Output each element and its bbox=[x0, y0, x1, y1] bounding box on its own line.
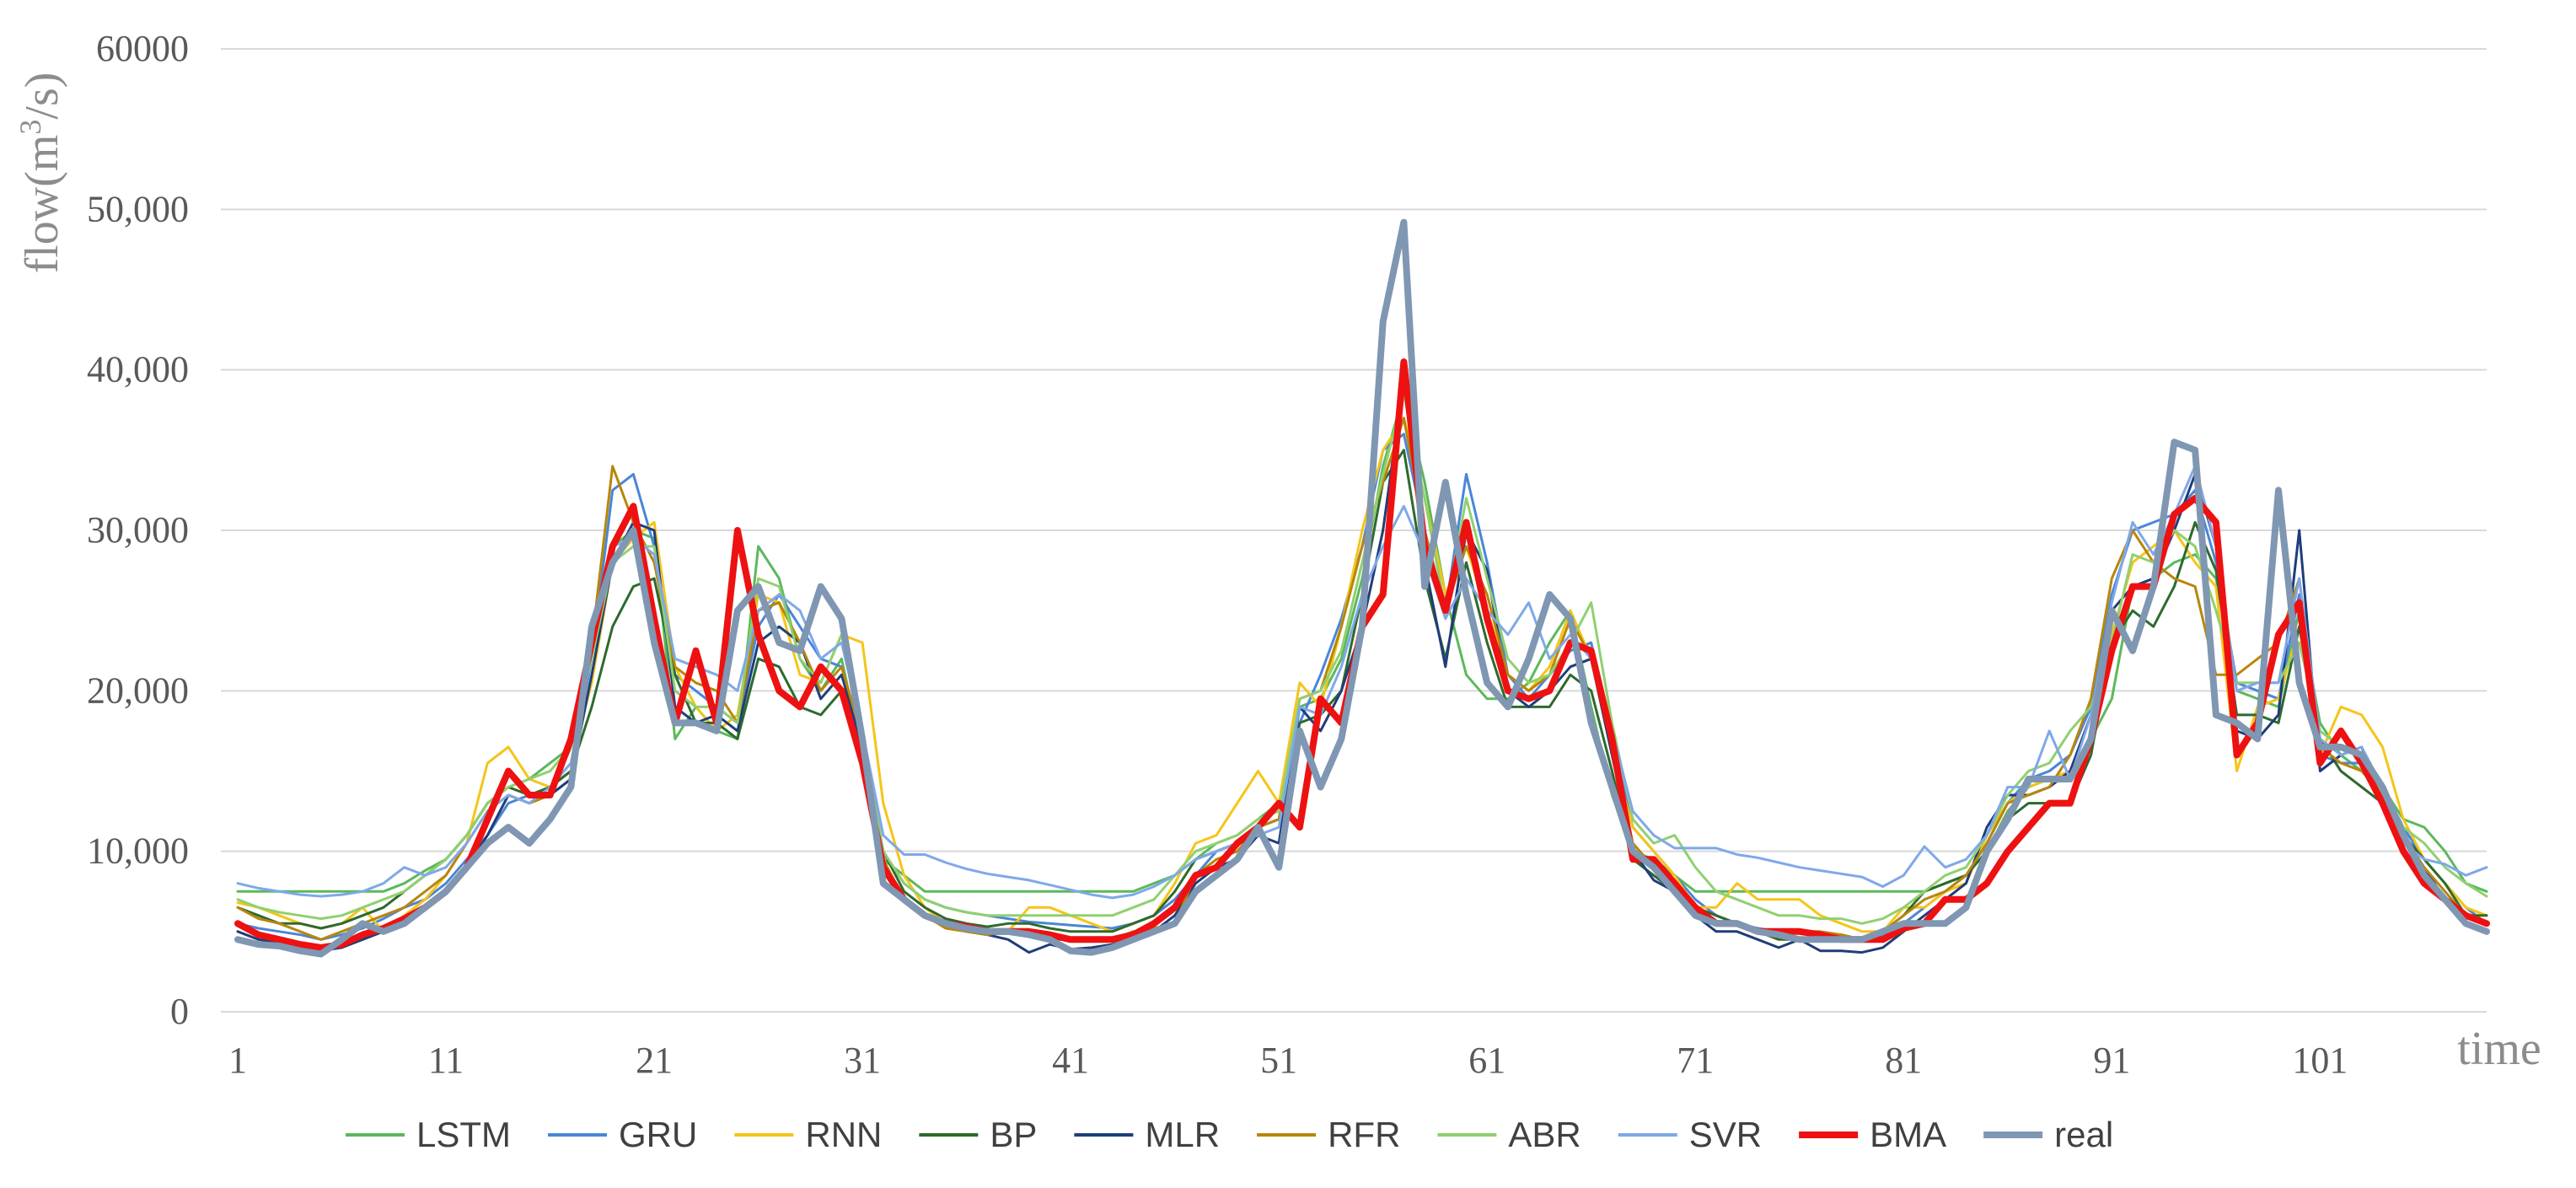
legend: LSTM GRU RNN BP MLR RFR ABR SVR BMA real bbox=[346, 1115, 2113, 1154]
legend-item-real: real bbox=[1983, 1115, 2113, 1154]
legend-label: BP bbox=[990, 1115, 1037, 1154]
series-line-real bbox=[234, 218, 2490, 958]
legend-label: MLR bbox=[1145, 1115, 1220, 1154]
x-axis-title: time bbox=[2457, 1023, 2541, 1075]
x-tick-label: 61 bbox=[1468, 1040, 1505, 1081]
legend-label: GRU bbox=[619, 1115, 697, 1154]
x-tick-label: 71 bbox=[1677, 1040, 1714, 1081]
legend-label: LSTM bbox=[416, 1115, 511, 1154]
x-tick-label: 31 bbox=[844, 1040, 881, 1081]
x-tick-label: 21 bbox=[636, 1040, 673, 1081]
legend-item-lstm: LSTM bbox=[346, 1115, 511, 1154]
series-line-bma bbox=[234, 358, 2490, 951]
x-axis-ticks: 1 11 21 31 41 51 61 71 81 91 101 bbox=[228, 1040, 2348, 1081]
legend-item-bma: BMA bbox=[1799, 1115, 1946, 1154]
y-axis-title: flow(m3/s) bbox=[13, 73, 68, 274]
x-tick-label: 81 bbox=[1885, 1040, 1922, 1081]
legend-item-rfr: RFR bbox=[1257, 1115, 1400, 1154]
legend-label: SVR bbox=[1689, 1115, 1762, 1154]
legend-item-mlr: MLR bbox=[1074, 1115, 1220, 1154]
legend-label: RNN bbox=[805, 1115, 882, 1154]
legend-item-svr: SVR bbox=[1618, 1115, 1762, 1154]
y-tick-label: 50,000 bbox=[87, 188, 189, 229]
legend-label: real bbox=[2054, 1115, 2113, 1154]
y-tick-label: 10,000 bbox=[87, 831, 189, 872]
y-tick-label: 40,000 bbox=[87, 349, 189, 390]
legend-label: BMA bbox=[1870, 1115, 1946, 1154]
series-line-gru bbox=[236, 433, 2488, 941]
y-tick-label: 60000 bbox=[96, 28, 189, 69]
series-line-mlr bbox=[236, 376, 2488, 954]
x-tick-label: 11 bbox=[428, 1040, 464, 1081]
y-tick-label: 30,000 bbox=[87, 509, 189, 551]
x-tick-label: 41 bbox=[1052, 1040, 1089, 1081]
legend-item-bp: BP bbox=[919, 1115, 1037, 1154]
legend-item-gru: GRU bbox=[548, 1115, 697, 1154]
series-lines bbox=[234, 218, 2490, 958]
x-tick-label: 101 bbox=[2292, 1040, 2348, 1081]
x-tick-label: 51 bbox=[1260, 1040, 1297, 1081]
series-line-rfr bbox=[236, 417, 2488, 941]
x-tick-label: 1 bbox=[228, 1040, 247, 1081]
legend-item-rnn: RNN bbox=[734, 1115, 882, 1154]
legend-label: ABR bbox=[1508, 1115, 1580, 1154]
legend-item-abr: ABR bbox=[1437, 1115, 1581, 1154]
y-axis-ticks: 0 10,000 20,000 30,000 40,000 50,000 60000 bbox=[87, 28, 189, 1032]
legend-label: RFR bbox=[1328, 1115, 1400, 1154]
y-tick-label: 0 bbox=[170, 991, 189, 1032]
gridlines bbox=[221, 48, 2487, 1013]
x-tick-label: 91 bbox=[2093, 1040, 2130, 1081]
series-line-rnn bbox=[236, 417, 2488, 937]
y-tick-label: 20,000 bbox=[87, 669, 189, 711]
series-line-abr bbox=[236, 392, 2488, 925]
